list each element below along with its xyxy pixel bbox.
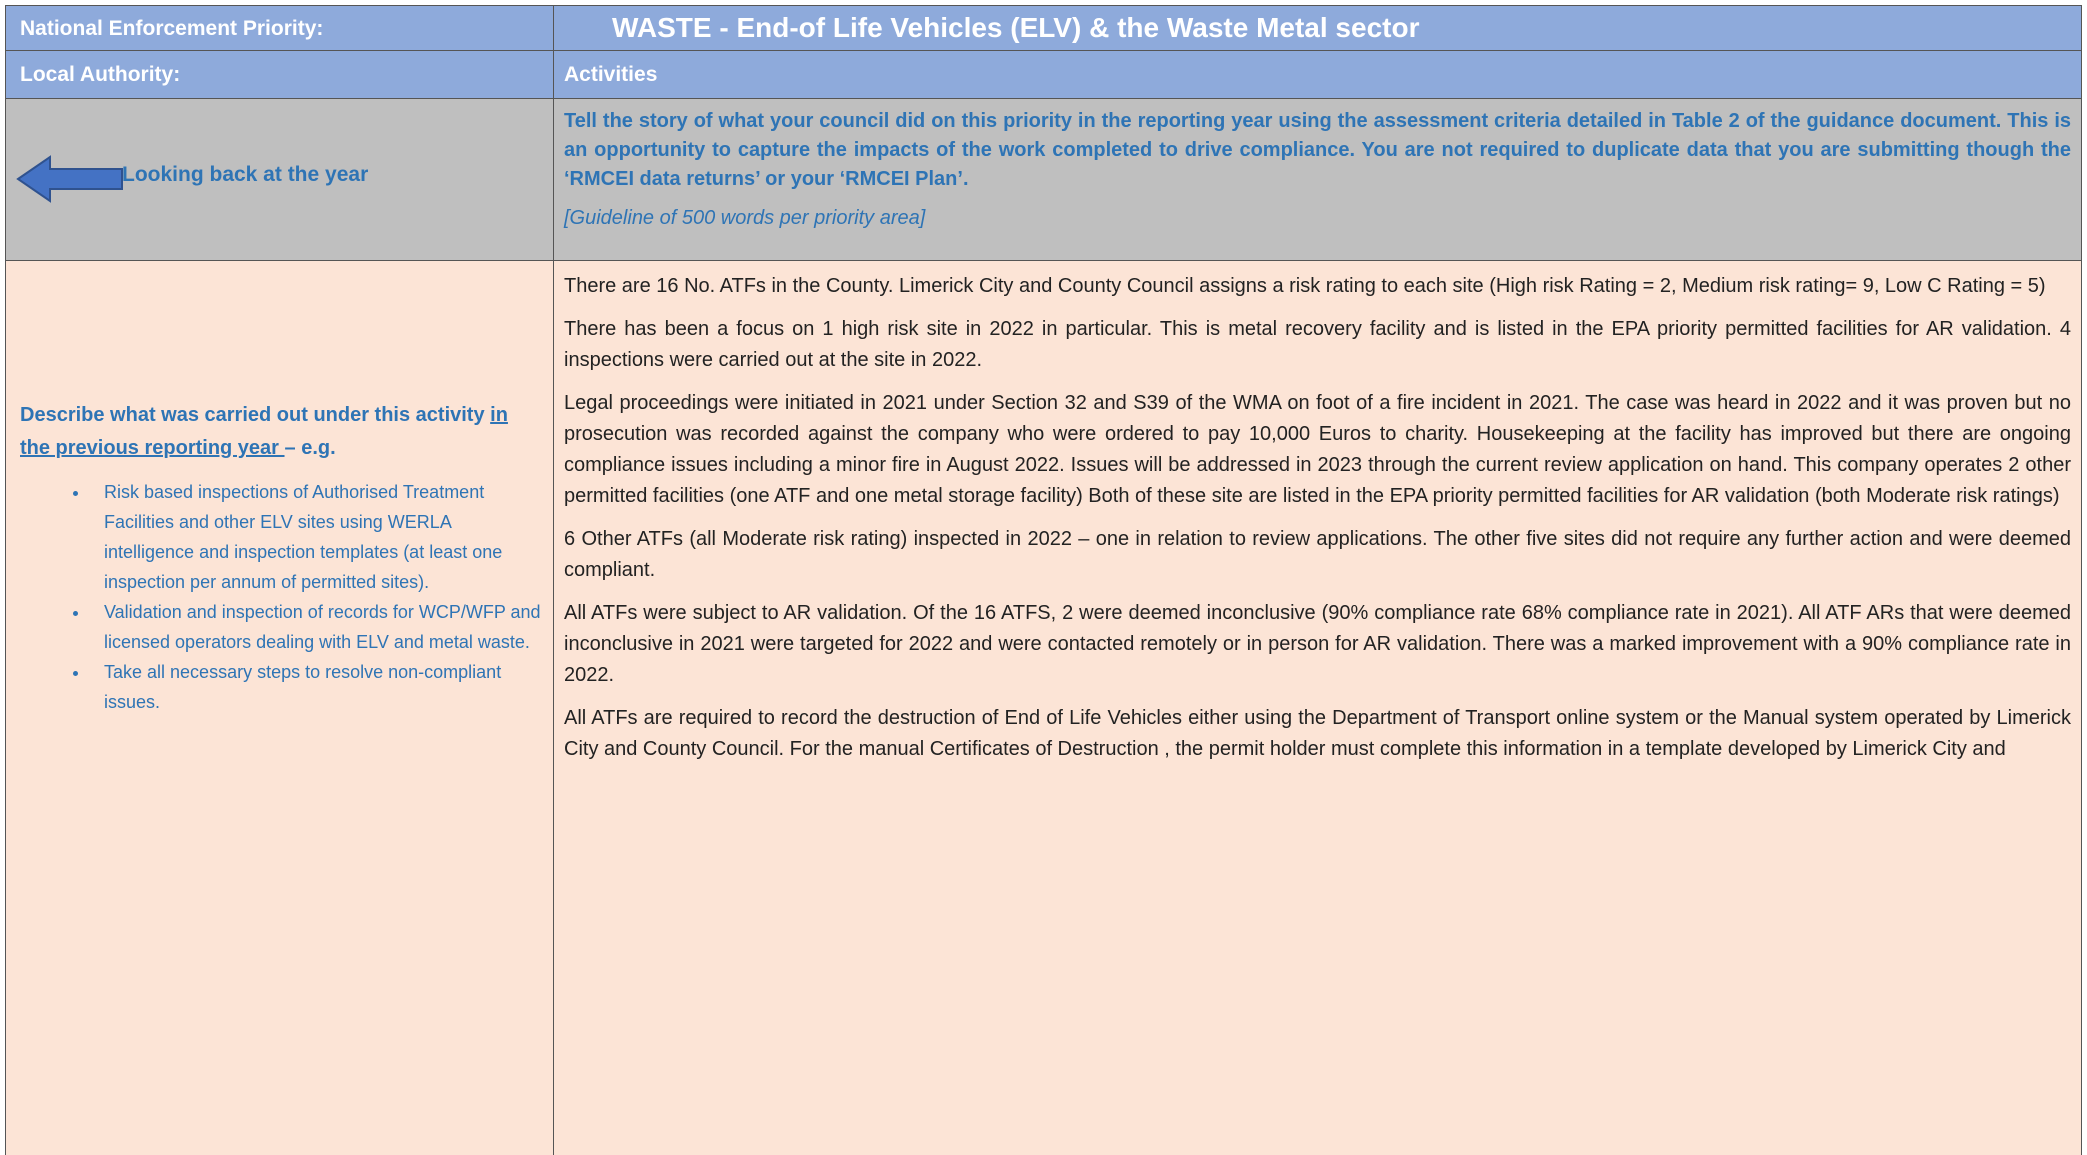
prompt-start: Describe what was carried out under this…	[20, 404, 491, 426]
paragraph: There has been a focus on 1 high risk si…	[564, 318, 2071, 371]
bullet: Risk based inspections of Authorised Tre…	[90, 477, 541, 597]
guideline: [Guideline of 500 words per priority are…	[564, 207, 926, 229]
activity-details: There are 16 No. ATFs in the County. Lim…	[553, 260, 2082, 1155]
prompt-end: – e.g.	[284, 437, 336, 459]
prompt-underlined: in the previous reporting year	[20, 404, 508, 459]
paragraph: Legal proceedings were initiated in 2021…	[564, 392, 2071, 507]
bullet: Take all necessary steps to resolve non-…	[90, 657, 541, 717]
paragraph: 6 Other ATFs (all Moderate risk rating) …	[564, 528, 2071, 581]
instructions-cell: Tell the story of what your council did …	[553, 98, 2082, 261]
priority-label: National Enforcement Priority:	[5, 5, 554, 51]
looking-back-cell: Looking back at the year	[5, 98, 554, 261]
bullet: Validation and inspection of records for…	[90, 597, 541, 657]
activity-prompt: Describe what was carried out under this…	[20, 399, 541, 465]
paragraph: All ATFs were subject to AR validation. …	[564, 602, 2071, 686]
looking-back-label: Looking back at the year	[122, 163, 369, 186]
arrow-icon	[16, 155, 123, 203]
authority-label: Local Authority:	[5, 50, 554, 99]
priority-title: WASTE - End-of Life Vehicles (ELV) & the…	[612, 12, 1420, 43]
paragraph: There are 16 No. ATFs in the County. Lim…	[564, 275, 2046, 297]
bullet-list: Risk based inspections of Authorised Tre…	[20, 477, 541, 717]
activities-label: Activities	[553, 50, 2082, 99]
paragraph: All ATFs are required to record the dest…	[564, 707, 2071, 760]
instructions: Tell the story of what your council did …	[564, 110, 2071, 190]
priority-title-cell: WASTE - End-of Life Vehicles (ELV) & the…	[553, 5, 2082, 51]
activity-cell: Describe what was carried out under this…	[5, 260, 554, 1155]
